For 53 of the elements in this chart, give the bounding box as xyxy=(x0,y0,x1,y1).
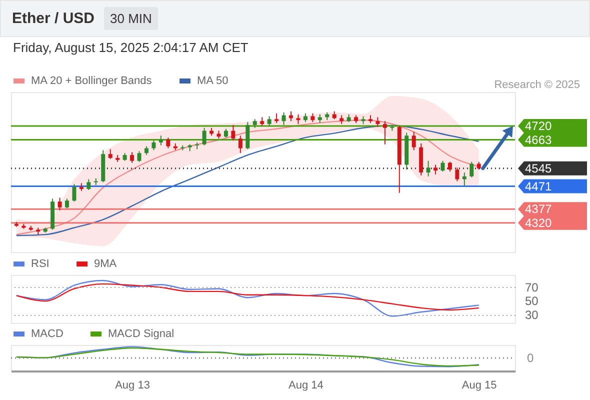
candlestick xyxy=(426,160,430,177)
candlestick xyxy=(72,184,76,202)
candlestick xyxy=(65,198,69,209)
candlestick xyxy=(158,135,163,146)
candlestick xyxy=(152,140,156,151)
y-tick-label: 4377 xyxy=(525,202,552,216)
candlestick xyxy=(137,150,142,162)
candlestick xyxy=(274,112,279,124)
y-tick-label: 4320 xyxy=(525,216,552,230)
candlestick xyxy=(282,112,286,126)
y-tick-label: 4545 xyxy=(525,161,552,176)
y-tick-label: 4663 xyxy=(525,132,552,147)
legend-label: RSI xyxy=(31,258,50,270)
candlestick xyxy=(470,161,474,178)
candlestick xyxy=(202,127,206,146)
chart-title: Ether / USD xyxy=(12,10,95,27)
candlestick xyxy=(296,114,300,124)
line-series xyxy=(16,280,480,317)
ref-line-label: 0 xyxy=(527,351,534,365)
y-tick-label: 4720 xyxy=(525,118,552,133)
x-tick-label: Aug 13 xyxy=(115,380,150,392)
legend-label: MA 50 xyxy=(197,75,228,87)
legend-label: MACD Signal xyxy=(108,328,174,340)
candlestick xyxy=(246,122,250,150)
candlestick xyxy=(166,137,170,149)
y-tick-label: 4471 xyxy=(525,179,552,194)
candlestick xyxy=(58,197,62,211)
legend-label: 9MA xyxy=(94,258,118,270)
candlestick xyxy=(434,164,438,175)
y-tick-label: 50 xyxy=(525,294,539,308)
candlestick xyxy=(267,116,272,126)
line-series xyxy=(16,283,480,311)
candlestick xyxy=(382,120,387,145)
legend-label: MACD xyxy=(31,328,64,340)
y-tick-label: 30 xyxy=(525,308,539,322)
candlestick xyxy=(412,131,416,151)
text: 30 MIN xyxy=(104,7,158,30)
candlestick xyxy=(231,124,236,141)
candlestick xyxy=(108,148,112,160)
x-tick-label: Aug 14 xyxy=(288,380,324,392)
candlestick xyxy=(130,152,134,164)
candlestick xyxy=(376,116,380,128)
text: Research © 2025 xyxy=(494,79,580,91)
candlestick xyxy=(238,135,242,154)
x-tick-label: Aug 15 xyxy=(462,380,497,392)
y-tick-label: 70 xyxy=(525,280,539,294)
legend-label: MA 20 + Bollinger Bands xyxy=(31,75,152,87)
candlestick xyxy=(86,178,91,190)
candlestick xyxy=(448,161,452,172)
candlestick xyxy=(462,172,466,187)
candlestick xyxy=(455,167,460,182)
candlestick xyxy=(440,160,445,172)
chart-subtitle: Friday, August 15, 2025 2:04:17 AM CET xyxy=(13,40,248,55)
